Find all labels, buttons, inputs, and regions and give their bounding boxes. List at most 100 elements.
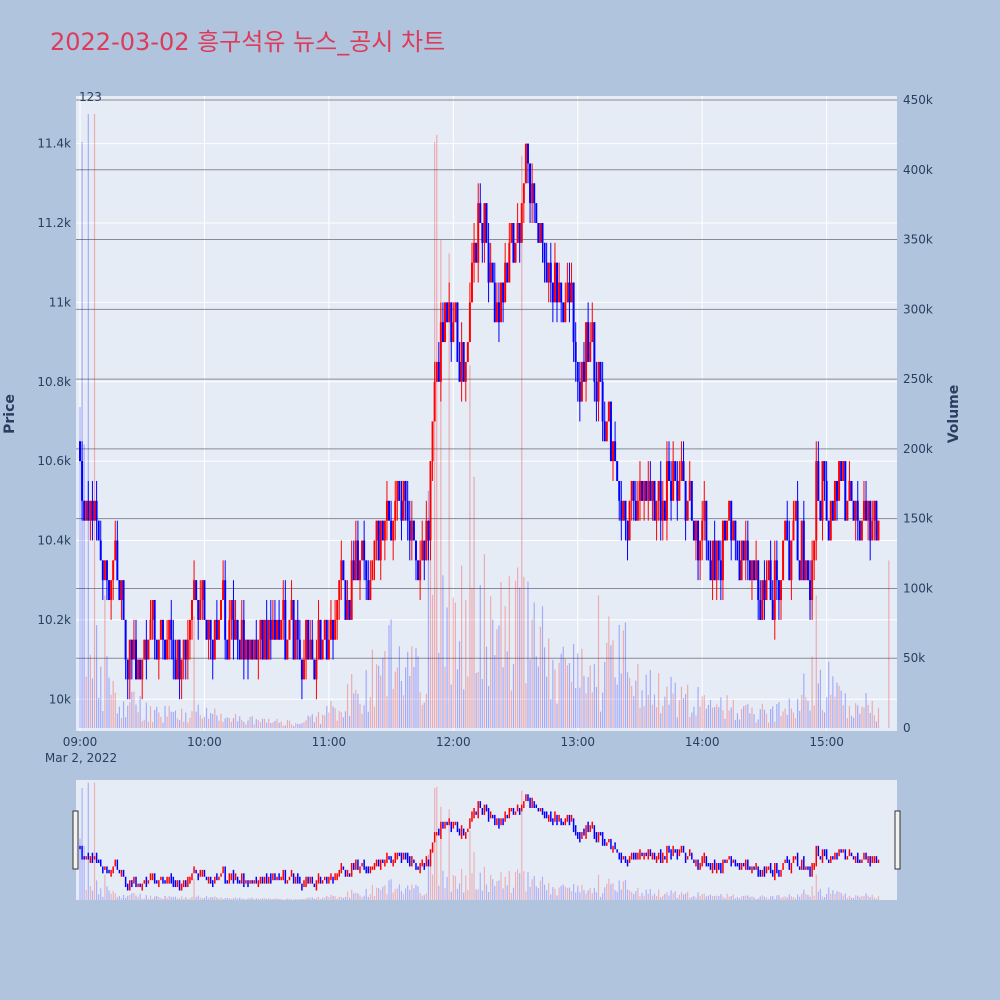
candle-body (553, 262, 556, 303)
mini-volume-bar (637, 887, 639, 900)
mini-volume-bar (398, 884, 400, 900)
volume-bar (375, 664, 378, 728)
candle-body (334, 619, 337, 640)
volume-bar (330, 700, 332, 728)
mini-volume-bar (734, 898, 736, 900)
candle-body (352, 560, 355, 581)
candle-body (441, 322, 444, 343)
mini-volume-bar (707, 895, 710, 900)
mini-volume-bar (548, 882, 550, 900)
volume-bar (602, 692, 604, 728)
mini-volume-bar (400, 891, 403, 900)
candle-body (317, 619, 320, 660)
volume-bar (620, 673, 622, 728)
volume-bar (359, 703, 361, 728)
candle-body (784, 520, 787, 541)
candle-body (670, 480, 673, 501)
volume-bar (498, 625, 500, 728)
volume-bar (875, 721, 878, 728)
range-slider[interactable] (72, 780, 901, 901)
volume-bar (162, 722, 164, 728)
candle-body (412, 520, 415, 541)
mini-volume-bar (483, 866, 486, 900)
candle-body (406, 500, 409, 521)
volume-bar (830, 694, 832, 728)
mini-volume-bar (784, 896, 786, 900)
volume-bar (251, 716, 253, 728)
candle-body (616, 461, 619, 481)
candle-body (137, 659, 140, 680)
volume-bar (801, 694, 803, 728)
mini-volume-bar (560, 885, 562, 900)
mini-volume-bar (463, 892, 465, 900)
volume-bar (846, 718, 848, 728)
mini-volume-bar (467, 890, 469, 900)
mini-volume-bar (405, 888, 407, 900)
volume-bar (380, 675, 382, 728)
candle-body (267, 619, 270, 660)
mini-volume-bar (458, 883, 461, 900)
mini-volume-bar (89, 885, 91, 900)
candle-body (755, 560, 758, 581)
candle-body (844, 461, 847, 521)
volume-bar (212, 714, 214, 728)
x-tick-label: 15:00 (809, 735, 844, 749)
mini-volume-bar (357, 893, 359, 900)
candle-body (363, 540, 366, 561)
candle-body (180, 659, 183, 680)
range-slider-left-handle[interactable] (72, 810, 79, 870)
candle-body (300, 659, 303, 680)
mini-volume-bar (268, 898, 270, 900)
candle-body (663, 500, 666, 521)
mini-volume-bar (604, 887, 606, 900)
volume-bar (172, 712, 174, 728)
mini-volume-bar (759, 896, 761, 900)
mini-volume-bar (614, 890, 616, 900)
mini-volume-bar (413, 888, 415, 900)
mini-volume-bar (351, 889, 353, 900)
mini-volume-bar (552, 886, 554, 900)
candle-body (385, 500, 388, 521)
candle-body (315, 659, 318, 680)
x-tick-label: 09:00 (63, 735, 98, 749)
candle-body (354, 540, 357, 581)
volume-bar (237, 721, 239, 728)
volume-bar (541, 606, 544, 728)
mini-volume-bar (143, 898, 145, 900)
candle-body (782, 540, 785, 581)
volume-bar (266, 722, 268, 728)
mini-volume-bar (761, 895, 763, 900)
mini-volume-bar (147, 898, 150, 900)
candle-body (346, 600, 349, 620)
mini-volume-bar (562, 884, 564, 900)
mini-volume-bar (263, 898, 266, 900)
mini-volume-bar (295, 899, 297, 900)
mini-volume-bar (131, 893, 133, 900)
candle-body (99, 540, 102, 561)
candle-body (431, 421, 434, 462)
volume-bar (255, 719, 257, 728)
candle-body (609, 401, 612, 462)
mini-volume-bar (120, 898, 123, 900)
volume-bar (106, 656, 108, 728)
mini-volume-bar (191, 896, 193, 900)
volume-bar (249, 716, 251, 728)
x-tick-label: 14:00 (685, 735, 720, 749)
candle-body (132, 639, 135, 660)
mini-volume-bar (344, 896, 347, 900)
mini-volume-bar (728, 896, 730, 900)
volume-bar (309, 716, 311, 728)
volume-bar (724, 718, 726, 728)
mini-volume-bar (133, 893, 135, 900)
candle-body (607, 401, 610, 422)
candle-body (195, 580, 198, 601)
volume-bar (324, 715, 326, 728)
mini-volume-bar (705, 896, 707, 900)
volume-bar (709, 699, 712, 728)
volume-bar (693, 706, 695, 728)
mini-volume-bar (502, 888, 504, 900)
candle-body (282, 600, 285, 620)
range-slider-right-handle[interactable] (894, 810, 901, 870)
volume-bar (838, 685, 840, 728)
candle-body (473, 242, 476, 263)
